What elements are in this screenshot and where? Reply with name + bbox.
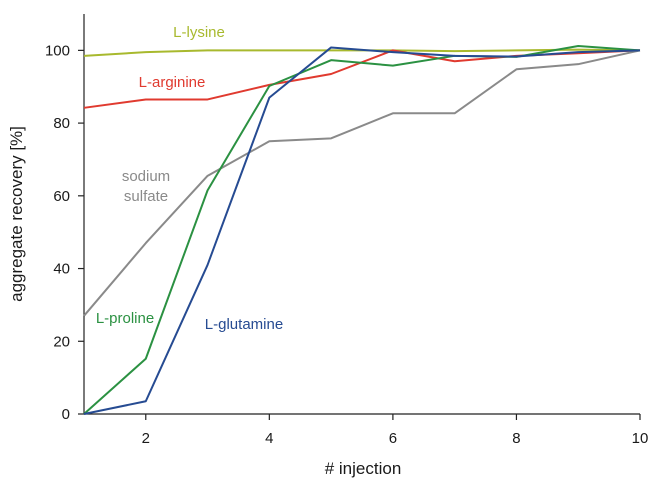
series-label-sodium-sulfate: sodium sulfate — [122, 168, 170, 205]
axes — [83, 14, 640, 415]
y-tick-label: 20 — [53, 333, 70, 350]
series-label-line: L-glutamine — [205, 316, 283, 333]
x-tick-label: 8 — [512, 430, 520, 447]
series-line-l-proline — [83, 45, 641, 415]
series-label-line: L-lysine — [173, 24, 225, 41]
series-label-l-lysine: L-lysine — [173, 24, 225, 41]
series-label-line: L-arginine — [139, 74, 206, 91]
x-tick-label: 4 — [265, 430, 273, 447]
x-ticks: 2 4 6 8 10 — [142, 414, 649, 447]
x-tick-label: 10 — [632, 430, 649, 447]
y-axis-title: aggregate recovery [%] — [7, 126, 26, 302]
series-label-l-proline: L-proline — [96, 310, 154, 327]
y-tick-label: 0 — [62, 406, 70, 423]
y-ticks: 0 20 40 60 80 100 — [45, 42, 84, 423]
y-tick-label: 80 — [53, 115, 70, 132]
x-tick-label: 2 — [142, 430, 150, 447]
series-label-l-glutamine: L-glutamine — [205, 316, 283, 333]
y-tick-label: 40 — [53, 261, 70, 278]
series-label-line: sodium — [122, 168, 170, 185]
x-tick-label: 6 — [389, 430, 397, 447]
y-tick-label: 100 — [45, 42, 70, 59]
series-labels: L-lysine L-arginine sodium sulfate L-proline… — [96, 24, 283, 333]
series-line-l-glutamine — [83, 46, 641, 415]
series-lines — [83, 45, 641, 415]
x-axis-title: # injection — [325, 459, 402, 478]
series-label-line: sulfate — [124, 188, 168, 205]
series-label-l-arginine: L-arginine — [139, 74, 206, 91]
y-tick-label: 60 — [53, 188, 70, 205]
series-label-line: L-proline — [96, 310, 154, 327]
series-line-sodium-sulfate — [83, 49, 641, 317]
